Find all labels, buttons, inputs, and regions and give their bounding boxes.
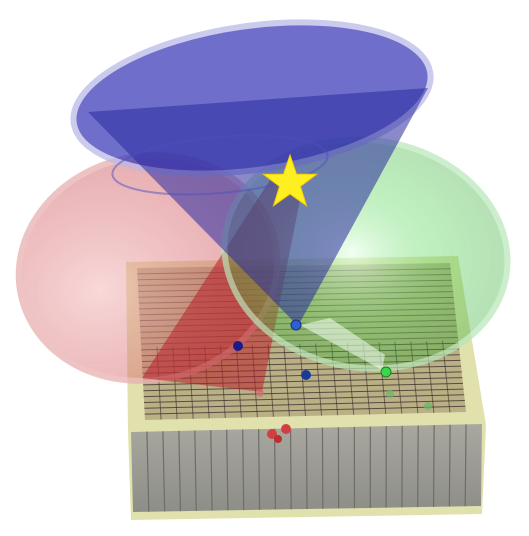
marker-red [267, 429, 277, 439]
side-slat [210, 430, 213, 511]
blue-cone [70, 19, 434, 326]
side-slat [289, 428, 292, 510]
marker-red-faint [256, 389, 264, 397]
marker-navy [233, 341, 243, 351]
grid-line [283, 344, 290, 417]
side-slat [146, 431, 150, 512]
side-slat [258, 429, 261, 510]
marker-red [281, 424, 291, 434]
marker-red [274, 435, 282, 443]
marker-green-faint [386, 390, 394, 398]
side-slat [464, 424, 467, 507]
green-cone-highlight [300, 318, 385, 370]
side-slat [194, 430, 197, 511]
markers [233, 319, 432, 443]
blue-cone-body [88, 88, 428, 326]
marker-navy [301, 370, 311, 380]
blue-cone-inner-rim [111, 134, 329, 196]
side-slat [242, 429, 245, 511]
star-icon [261, 153, 319, 207]
side-slat [178, 430, 182, 512]
side-slat [226, 429, 229, 511]
marker-green-faint [424, 402, 432, 410]
side-slat [432, 425, 435, 507]
side-slat [273, 428, 276, 510]
grid-line [299, 343, 306, 417]
side-slat [448, 424, 451, 507]
side-slat [305, 427, 308, 510]
platform-side-slats [146, 424, 467, 512]
side-slat [162, 431, 166, 512]
marker-blue [290, 319, 302, 331]
marker-green [380, 366, 392, 378]
